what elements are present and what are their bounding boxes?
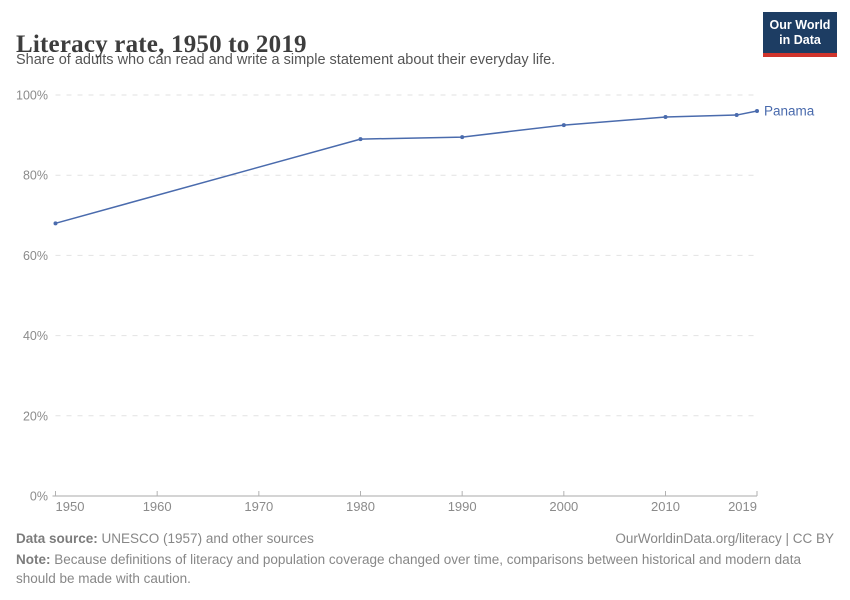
- svg-text:2000: 2000: [549, 499, 578, 514]
- series-end-label: Panama: [764, 104, 815, 119]
- data-source: Data source: UNESCO (1957) and other sou…: [16, 529, 314, 548]
- owid-logo-line1: Our World: [769, 18, 831, 32]
- svg-text:1980: 1980: [346, 499, 375, 514]
- svg-text:20%: 20%: [23, 409, 48, 423]
- svg-text:1990: 1990: [448, 499, 477, 514]
- note-label: Note:: [16, 552, 51, 567]
- svg-text:1960: 1960: [143, 499, 172, 514]
- chart-footer: Data source: UNESCO (1957) and other sou…: [16, 529, 834, 588]
- svg-text:0%: 0%: [30, 490, 48, 504]
- svg-text:1970: 1970: [244, 499, 273, 514]
- owid-logo[interactable]: Our World in Data: [763, 12, 837, 57]
- svg-text:2010: 2010: [651, 499, 680, 514]
- svg-text:100%: 100%: [16, 89, 48, 103]
- svg-text:80%: 80%: [23, 169, 48, 183]
- owid-logo-line2: in Data: [779, 33, 821, 47]
- svg-text:40%: 40%: [23, 329, 48, 343]
- note-text: Because definitions of literacy and popu…: [16, 552, 801, 586]
- chart-subtitle: Share of adults who can read and write a…: [16, 52, 556, 68]
- data-source-text: UNESCO (1957) and other sources: [97, 531, 314, 546]
- data-source-label: Data source:: [16, 531, 98, 546]
- license-link[interactable]: OurWorldinData.org/literacy | CC BY: [615, 531, 834, 546]
- svg-text:60%: 60%: [23, 249, 48, 263]
- page-title: Literacy rate, 1950 to 2019: [16, 30, 307, 58]
- svg-text:1950: 1950: [56, 499, 85, 514]
- svg-text:2019: 2019: [728, 499, 757, 514]
- chart-note: Note: Because definitions of literacy an…: [16, 550, 816, 588]
